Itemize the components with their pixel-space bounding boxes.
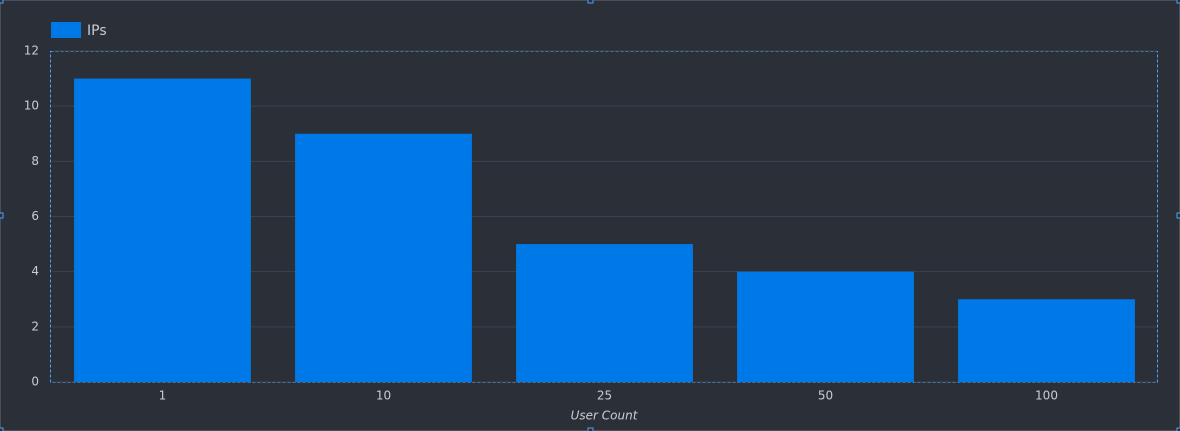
bar <box>516 244 693 382</box>
legend-label: IPs <box>87 23 107 39</box>
bar <box>958 299 1135 382</box>
y-tick-label: 6 <box>31 209 39 223</box>
y-tick-label: 12 <box>24 44 39 58</box>
y-tick-label: 10 <box>24 99 39 113</box>
y-tick-label: 4 <box>31 264 39 278</box>
bar <box>74 78 251 382</box>
legend-swatch <box>51 22 81 38</box>
y-tick-label: 0 <box>31 375 39 389</box>
x-tick-label: 100 <box>1035 389 1058 403</box>
y-tick-label: 2 <box>31 319 39 333</box>
bar <box>737 271 914 382</box>
bar <box>295 133 472 382</box>
x-tick-label: 10 <box>376 389 391 403</box>
x-tick-label: 50 <box>818 389 833 403</box>
x-tick-label: 25 <box>597 389 612 403</box>
x-tick-label: 1 <box>159 389 167 403</box>
y-tick-label: 8 <box>31 154 39 168</box>
x-axis-label: User Count <box>571 409 639 423</box>
